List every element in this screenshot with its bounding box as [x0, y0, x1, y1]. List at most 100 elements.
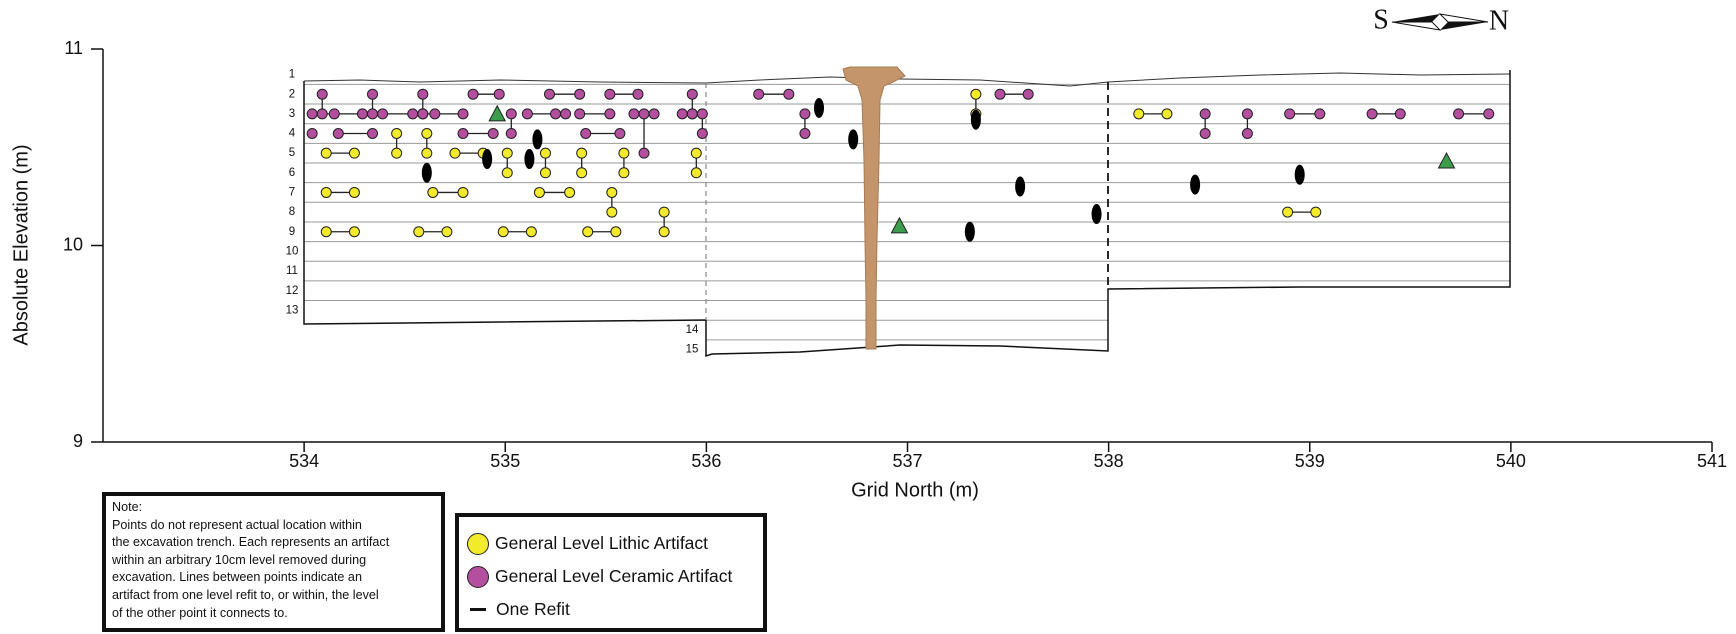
black-artifact: [482, 149, 492, 169]
artifact-point: [577, 168, 587, 178]
x-tick-label: 538: [1094, 451, 1124, 471]
artifact-point: [1367, 109, 1377, 119]
black-artifact: [1092, 204, 1102, 224]
compass-arrow: [1392, 22, 1440, 30]
artifact-point: [540, 148, 550, 158]
artifact-point: [691, 148, 701, 158]
artifact-point: [321, 227, 331, 237]
black-artifact: [814, 98, 824, 118]
artifact-point: [575, 109, 585, 119]
note-line: within an arbitrary 10cm level removed d…: [112, 552, 435, 570]
artifact-point: [368, 109, 378, 119]
artifact-point: [458, 109, 468, 119]
artifact-point: [629, 109, 639, 119]
legend-swatch: [467, 566, 489, 588]
x-tick-label: 536: [691, 451, 721, 471]
level-label: 15: [686, 344, 699, 356]
artifact-point: [1242, 128, 1252, 138]
artifact-point: [442, 227, 452, 237]
note-line: of the other point it connects to.: [112, 605, 435, 623]
artifact-point: [414, 227, 424, 237]
page: S N Grid North (m) Absolute Elevation (m…: [0, 0, 1736, 634]
artifact-point: [418, 109, 428, 119]
artifact-point: [639, 109, 649, 119]
artifact-point: [649, 109, 659, 119]
legend-label: General Level Ceramic Artifact: [495, 566, 732, 587]
compass-arrow: [1392, 14, 1440, 22]
artifact-point: [561, 109, 571, 119]
artifact-point: [321, 148, 331, 158]
black-artifact: [1190, 175, 1200, 195]
artifact-point: [619, 168, 629, 178]
artifact-point: [800, 128, 810, 138]
artifact-point: [1200, 109, 1210, 119]
artifact-point: [544, 89, 554, 99]
artifact-point: [607, 207, 617, 217]
artifact-point: [1134, 109, 1144, 119]
note-line: Points do not represent actual location …: [112, 517, 435, 535]
note-line: artifact from one level refit to, or wit…: [112, 587, 435, 605]
x-tick-label: 539: [1295, 451, 1325, 471]
artifact-point: [615, 128, 625, 138]
black-artifact: [848, 129, 858, 149]
artifact-point: [502, 168, 512, 178]
y-axis-label: Absolute Elevation (m): [10, 144, 32, 345]
triangle-marker: [1439, 153, 1455, 168]
artifact-point: [317, 109, 327, 119]
artifact-point: [506, 128, 516, 138]
legend-entry: One Refit: [467, 593, 755, 626]
artifact-point: [540, 168, 550, 178]
artifact-point: [368, 128, 378, 138]
compass-label: N: [1489, 5, 1509, 36]
artifact-point: [428, 187, 438, 197]
level-label: 8: [289, 206, 295, 218]
artifact-point: [687, 89, 697, 99]
artifact-point: [605, 89, 615, 99]
artifact-point: [368, 89, 378, 99]
artifact-point: [581, 128, 591, 138]
x-tick-label: 541: [1697, 451, 1727, 471]
black-artifact: [1015, 177, 1025, 197]
legend-swatch: [470, 608, 486, 611]
artifact-point: [1162, 109, 1172, 119]
note-line: excavation. Lines between points indicat…: [112, 569, 435, 587]
note-line: the excavation trench. Each represents a…: [112, 534, 435, 552]
triangle-marker: [489, 106, 505, 121]
legend-entry: General Level Lithic Artifact: [467, 527, 755, 560]
artifact-point: [458, 128, 468, 138]
compass-label: S: [1373, 4, 1389, 35]
level-label: 6: [289, 167, 295, 179]
artifact-point: [1023, 89, 1033, 99]
artifact-point: [329, 109, 339, 119]
artifact-point: [691, 168, 701, 178]
trench-outline: [304, 70, 1510, 356]
x-tick-label: 535: [490, 451, 520, 471]
artifact-point: [1311, 207, 1321, 217]
artifact-point: [392, 148, 402, 158]
artifact-point: [392, 128, 402, 138]
artifact-point: [468, 89, 478, 99]
artifact-point: [697, 128, 707, 138]
artifact-point: [349, 148, 359, 158]
level-label: 11: [286, 265, 298, 277]
artifact-point: [1454, 109, 1464, 119]
artifact-point: [619, 148, 629, 158]
artifact-point: [565, 187, 575, 197]
artifact-point: [607, 187, 617, 197]
x-axis-label: Grid North (m): [851, 479, 979, 501]
compass: S N: [1373, 4, 1509, 36]
artifact-point: [488, 128, 498, 138]
artifact-point: [307, 109, 317, 119]
artifact-point: [800, 109, 810, 119]
black-artifact: [532, 129, 542, 149]
black-artifact: [524, 149, 534, 169]
artifact-point: [321, 187, 331, 197]
artifact-point: [317, 89, 327, 99]
artifact-point: [1283, 207, 1293, 217]
artifact-point: [498, 227, 508, 237]
x-tick-label: 534: [289, 451, 319, 471]
artifact-point: [526, 227, 536, 237]
artifact-point: [633, 89, 643, 99]
artifact-point: [1285, 109, 1295, 119]
artifact-point: [458, 187, 468, 197]
